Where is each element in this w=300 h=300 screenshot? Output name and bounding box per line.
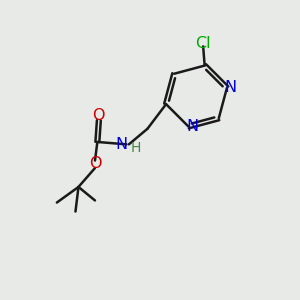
Text: H: H	[130, 141, 141, 155]
Text: Cl: Cl	[195, 37, 211, 52]
Text: O: O	[89, 156, 101, 171]
Text: N: N	[186, 119, 198, 134]
Text: N: N	[225, 80, 237, 95]
Text: O: O	[93, 108, 105, 123]
Text: N: N	[115, 137, 128, 152]
